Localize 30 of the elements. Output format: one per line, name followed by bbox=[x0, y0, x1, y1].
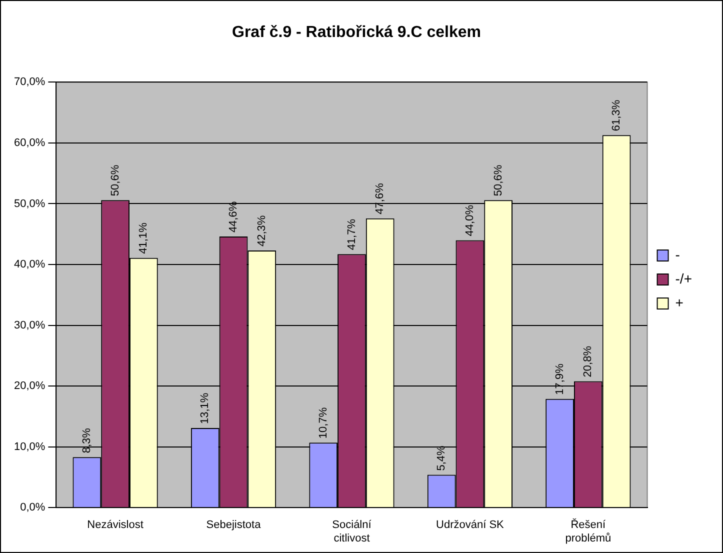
y-tick-label: 50,0% bbox=[14, 198, 46, 210]
data-label: 42,3% bbox=[256, 215, 268, 247]
x-tick-label: Sebejistota bbox=[206, 519, 262, 532]
data-label: 8,3% bbox=[80, 428, 93, 454]
x-tick-label: Udržování SK bbox=[436, 519, 505, 532]
y-tick-label: 30,0% bbox=[14, 319, 46, 332]
data-label: 44,6% bbox=[228, 201, 240, 233]
y-tick-label: 60,0% bbox=[14, 137, 46, 150]
data-label: 47,6% bbox=[374, 182, 386, 214]
legend-label: - bbox=[675, 246, 680, 262]
y-tick-label: 10,0% bbox=[14, 440, 46, 453]
y-tick-label: 0,0% bbox=[20, 502, 46, 514]
x-tick-label: Řešení problémů bbox=[565, 518, 612, 544]
y-tick-label: 20,0% bbox=[14, 380, 46, 392]
legend-label: -/+ bbox=[675, 270, 692, 286]
data-label: 44,0% bbox=[464, 204, 476, 236]
chart-title: Graf č.9 - Ratibořická 9.C celkem bbox=[232, 24, 481, 42]
x-tick-label: Sociální citlivost bbox=[332, 519, 372, 544]
data-label: 10,7% bbox=[317, 407, 330, 439]
data-label: 20,8% bbox=[582, 346, 594, 378]
data-label: 61,3% bbox=[610, 100, 623, 132]
y-tick-label: 40,0% bbox=[14, 258, 46, 271]
data-label: 13,1% bbox=[199, 392, 212, 424]
legend-label: + bbox=[675, 294, 684, 310]
data-label: 41,1% bbox=[138, 222, 150, 254]
data-label: 50,6% bbox=[109, 164, 122, 196]
x-tick-label: Nezávislost bbox=[87, 519, 144, 532]
data-label: 41,7% bbox=[346, 218, 358, 250]
y-tick-label: 70,0% bbox=[14, 76, 46, 88]
data-label: 50,6% bbox=[492, 164, 504, 196]
